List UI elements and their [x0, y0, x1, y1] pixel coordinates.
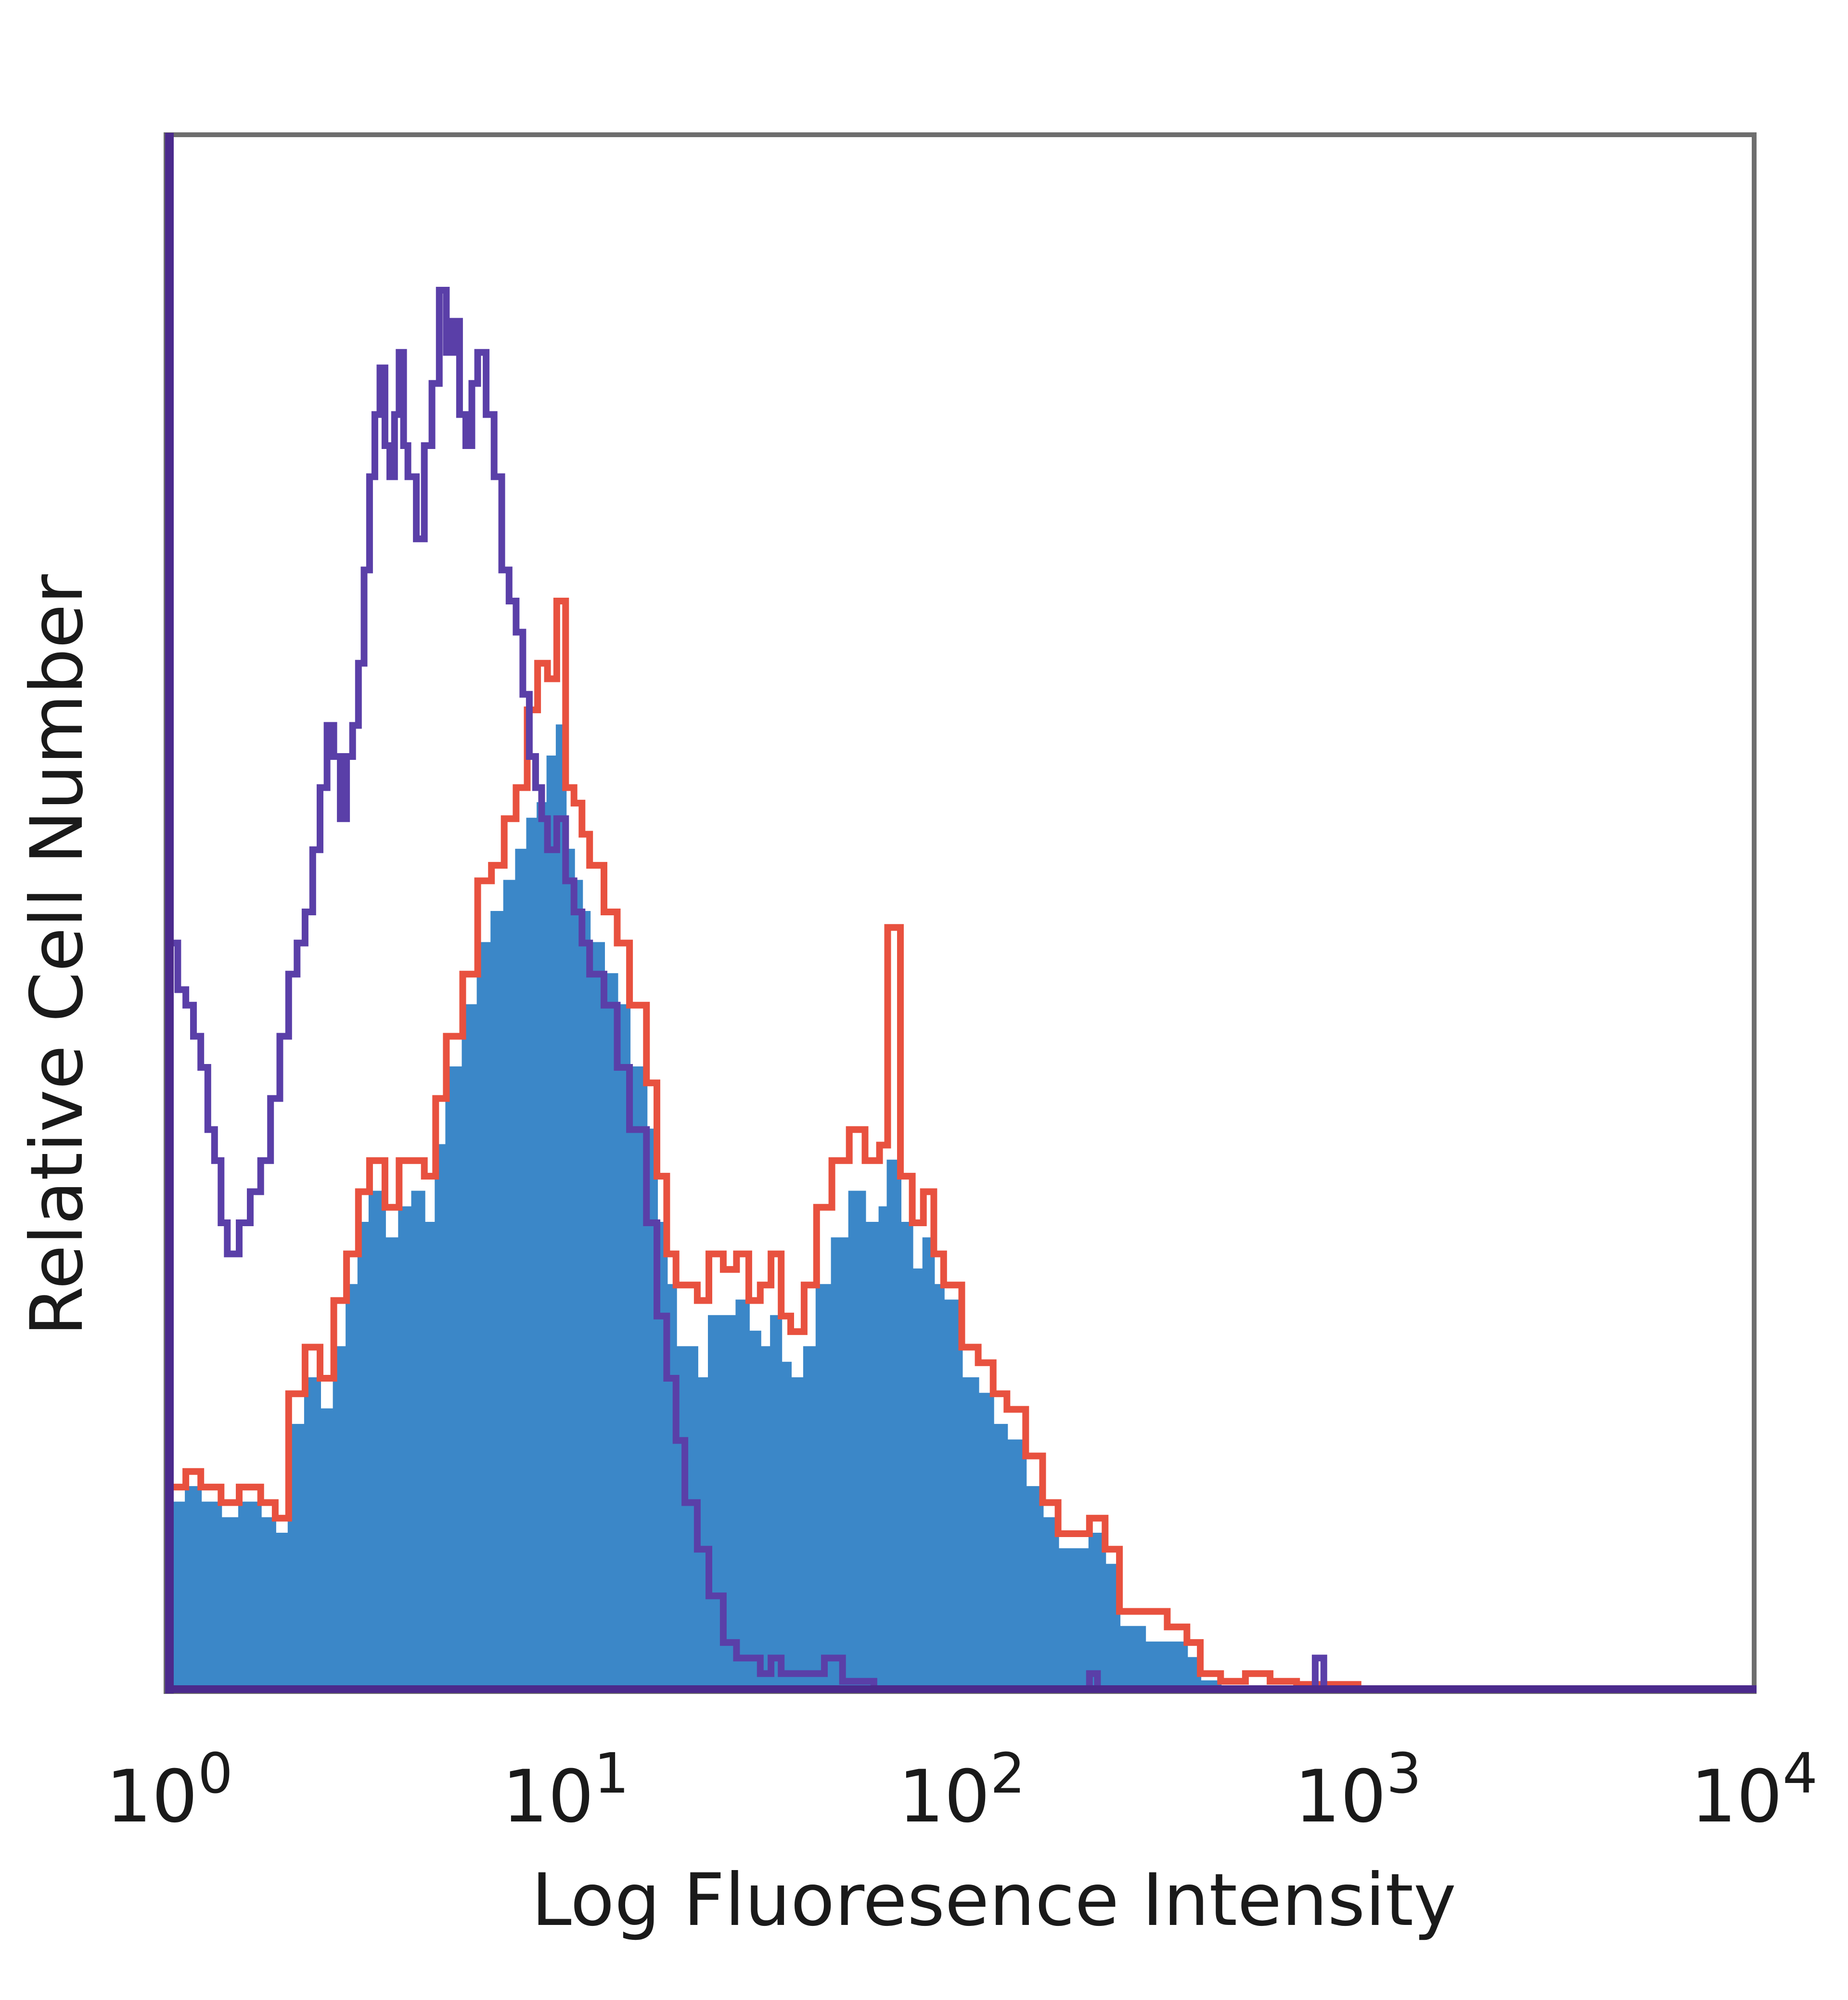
y-axis-label: Relative Cell Number [15, 574, 99, 1336]
x-tick-label: 104 [1691, 1742, 1818, 1839]
histogram-filled-series [168, 724, 1358, 1690]
x-tick-label: 102 [898, 1742, 1025, 1839]
x-axis-label: Log Fluoresence Intensity [531, 1859, 1456, 1942]
series-layer [168, 287, 1361, 1692]
x-tick-labels: 100 101 102 103 104 [106, 1742, 1818, 1839]
x-tick-label: 100 [106, 1742, 233, 1839]
x-tick-label: 103 [1295, 1742, 1422, 1839]
histogram-line-series-2 [169, 287, 1358, 1692]
x-tick-label: 101 [502, 1742, 629, 1839]
histogram-line-series-1 [169, 598, 1361, 1689]
